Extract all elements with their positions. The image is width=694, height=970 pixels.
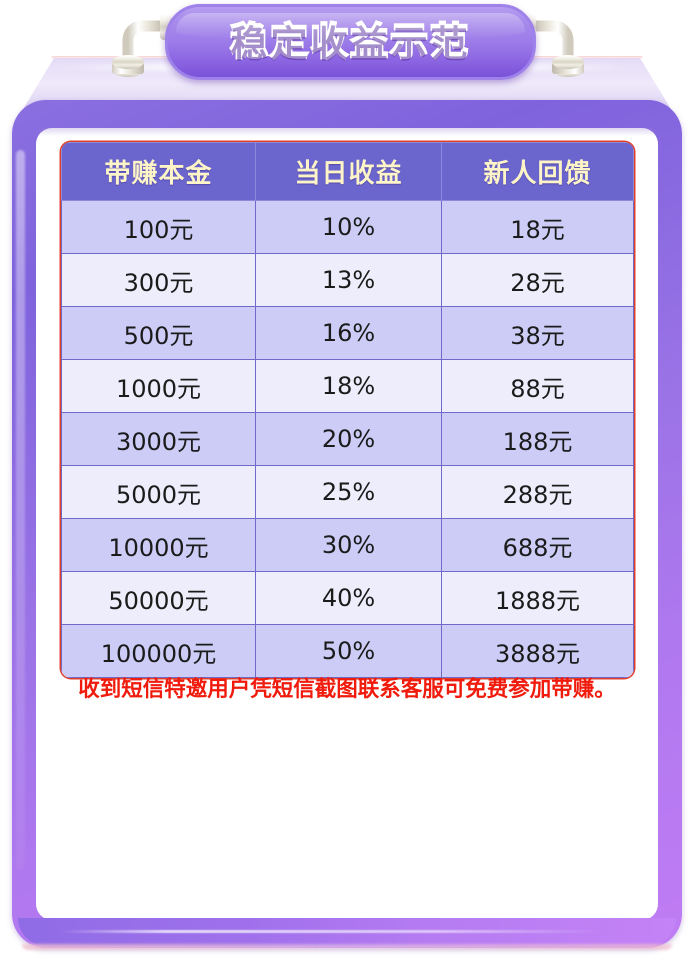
cell-principal: 5000元 [61,465,256,519]
cell-principal: 50000元 [61,571,256,625]
cell-principal: 3000元 [61,412,256,466]
cell-principal: 10000元 [61,518,256,572]
table-row: 1000元 18% 88元 [61,359,634,413]
cell-newcomer-bonus: 188元 [441,412,634,466]
table-row: 3000元 20% 188元 [61,412,634,466]
cell-principal: 100元 [61,200,256,254]
cell-newcomer-bonus: 28元 [441,253,634,307]
table-body: 100元 10% 18元 300元 13% 28元 500元 16% 38元 1… [61,200,634,678]
cell-daily-rate: 40% [255,571,442,625]
cell-daily-rate: 10% [255,200,442,254]
card-inner-top-shadow [36,128,658,136]
column-header-newcomer-bonus: 新人回馈 [441,142,634,201]
table-row: 10000元 30% 688元 [61,518,634,572]
table-row: 100元 10% 18元 [61,200,634,254]
table-row: 5000元 25% 288元 [61,465,634,519]
column-header-daily-rate: 当日收益 [255,142,442,201]
cell-principal: 1000元 [61,359,256,413]
cell-newcomer-bonus: 18元 [441,200,634,254]
cell-newcomer-bonus: 88元 [441,359,634,413]
cell-daily-rate: 20% [255,412,442,466]
cell-daily-rate: 50% [255,624,442,678]
column-header-principal: 带赚本金 [61,142,256,201]
cell-daily-rate: 25% [255,465,442,519]
cell-newcomer-bonus: 3888元 [441,624,634,678]
card-bottom-glow [22,944,672,950]
cell-principal: 100000元 [61,624,256,678]
earnings-table: 带赚本金 当日收益 新人回馈 100元 10% 18元 300元 13% 28元… [61,142,634,678]
table-row: 50000元 40% 1888元 [61,571,634,625]
cell-principal: 500元 [61,306,256,360]
table-header-row: 带赚本金 当日收益 新人回馈 [61,142,634,201]
cell-daily-rate: 16% [255,306,442,360]
card-bottom-highlight [60,930,600,933]
table-row: 300元 13% 28元 [61,253,634,307]
card-bezel-left-sheen [16,150,25,870]
banner-title: 稳定收益示范 [168,7,533,77]
table-row: 500元 16% 38元 [61,306,634,360]
table-row: 100000元 50% 3888元 [61,624,634,678]
cell-newcomer-bonus: 688元 [441,518,634,572]
title-banner: 稳定收益示范 [165,4,536,80]
table-header: 带赚本金 当日收益 新人回馈 [61,142,634,201]
cell-newcomer-bonus: 38元 [441,306,634,360]
cell-newcomer-bonus: 288元 [441,465,634,519]
cell-principal: 300元 [61,253,256,307]
footnote-text: 收到短信特邀用户凭短信截图联系客服可免费参加带赚。 [78,677,616,702]
cell-daily-rate: 30% [255,518,442,572]
cell-daily-rate: 13% [255,253,442,307]
cell-daily-rate: 18% [255,359,442,413]
cell-newcomer-bonus: 1888元 [441,571,634,625]
